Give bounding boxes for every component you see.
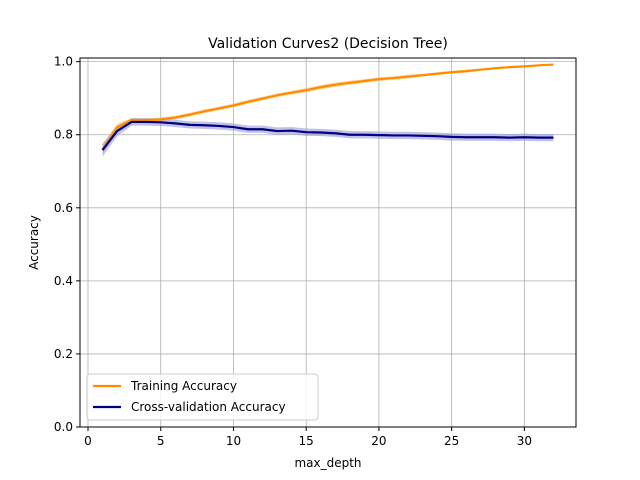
chart-title: Validation Curves2 (Decision Tree) [208,36,448,52]
x-tick-label: 20 [371,434,386,448]
x-axis-label: max_depth [294,456,361,470]
x-tick-label: 5 [157,434,165,448]
y-tick-label: 0.6 [54,201,73,215]
legend-box [86,373,319,421]
line-training [101,63,554,150]
x-tick-label: 10 [226,434,241,448]
x-tick-label: 15 [299,434,314,448]
x-tick-label: 0 [84,434,92,448]
y-tick-label: 0.2 [54,347,73,361]
y-axis-label: Accuracy [27,215,41,270]
y-tick-label: 0.0 [54,420,73,434]
y-tick-label: 0.8 [54,128,73,142]
y-tick-label: 1.0 [54,55,73,69]
legend-label-cross-validation: Cross-validation Accuracy [131,400,286,414]
line-cross-validation [101,120,554,151]
legend: Training Accuracy Cross-validation Accur… [86,373,319,421]
legend-label-training: Training Accuracy [130,379,237,393]
error-bands [102,63,554,157]
y-tick-label: 0.4 [54,274,73,288]
axis-ticks: 0 5 10 15 20 25 30 0.0 0.2 0.4 0.6 0.8 1.0 [54,55,532,448]
plot-frame [79,57,577,428]
series-lines [101,63,554,151]
x-tick-label: 30 [517,434,532,448]
grid [80,58,576,428]
band-cross-validation [102,118,554,157]
x-tick-label: 25 [444,434,459,448]
